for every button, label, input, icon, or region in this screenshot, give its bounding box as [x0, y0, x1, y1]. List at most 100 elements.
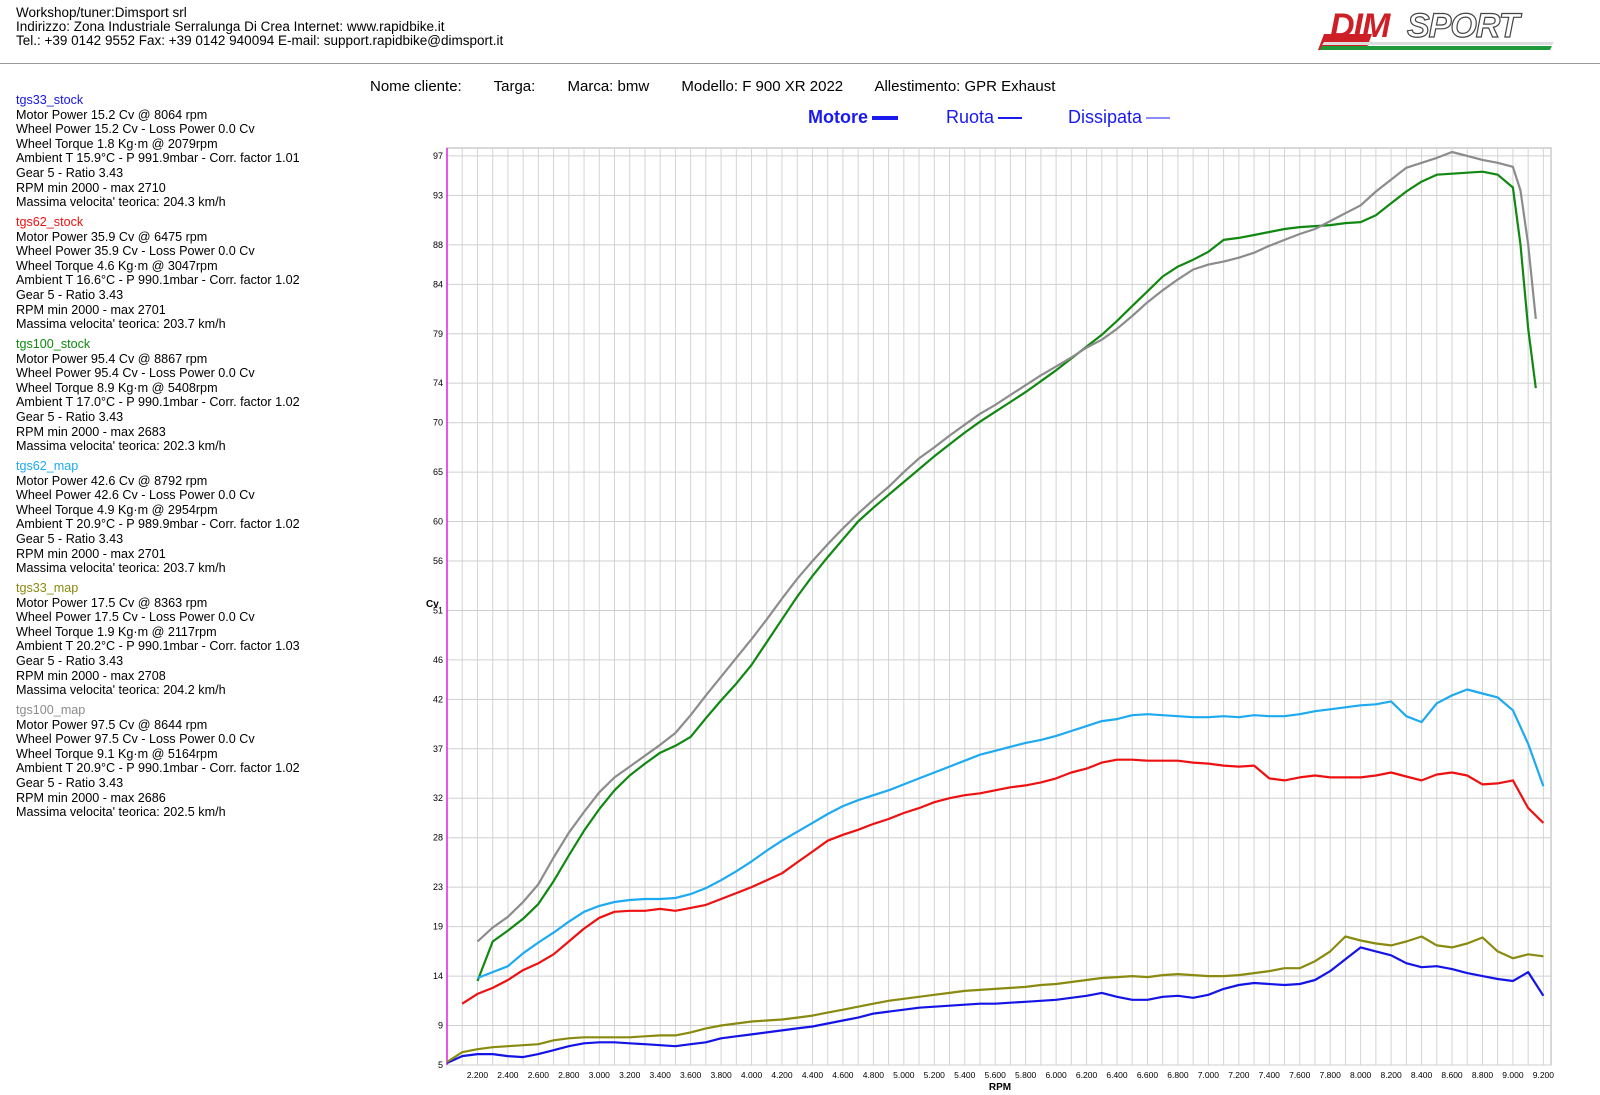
run-gear: Gear 5 - Ratio 3.43 — [16, 775, 124, 790]
x-tick-label: 4.200 — [771, 1070, 793, 1080]
y-tick-label: 32 — [433, 793, 443, 803]
y-tick-label: 19 — [433, 922, 443, 932]
run-rpm: RPM min 2000 - max 2683 — [16, 424, 166, 439]
chart-legend: Motore Ruota Dissipata — [0, 107, 1600, 131]
run-wheel-power: Wheel Power 97.5 Cv - Loss Power 0.0 Cv — [16, 732, 255, 747]
x-tick-label: 7.200 — [1228, 1070, 1250, 1080]
run-motor-power: Motor Power 95.4 Cv @ 8867 rpm — [16, 351, 208, 366]
workshop-name: Workshop/tuner:Dimsport srl — [16, 5, 187, 20]
x-tick-label: 7.600 — [1289, 1070, 1311, 1080]
series-line-tgs33_map — [446, 935, 1544, 1063]
x-tick-label: 6.400 — [1106, 1070, 1128, 1080]
setup: Allestimento: GPR Exhaust — [874, 78, 1056, 95]
y-tick-label: 79 — [433, 329, 443, 339]
run-ambient: Ambient T 16.6°C - P 990.1mbar - Corr. f… — [16, 273, 300, 288]
series-line-tgs62_stock — [461, 758, 1545, 1005]
run-tgs33-map: tgs33_map Motor Power 17.5 Cv @ 8363 rpm… — [16, 581, 376, 703]
model: Modello: F 900 XR 2022 — [681, 78, 844, 95]
chart-grid — [446, 147, 1552, 1066]
y-tick-label: 46 — [433, 655, 443, 665]
run-wheel-power: Wheel Power 95.4 Cv - Loss Power 0.0 Cv — [16, 366, 255, 381]
legend-dissipata-swatch — [1146, 117, 1171, 119]
x-tick-label: 4.000 — [741, 1070, 763, 1080]
brand: Marca: bmw — [567, 78, 650, 95]
y-tick-label: 74 — [433, 378, 443, 388]
run-tgs62-stock: tgs62_stock Motor Power 35.9 Cv @ 6475 r… — [16, 215, 376, 337]
run-rpm: RPM min 2000 - max 2701 — [16, 302, 166, 317]
x-tick-label: 6.200 — [1076, 1070, 1098, 1080]
run-ambient: Ambient T 20.9°C - P 990.1mbar - Corr. f… — [16, 761, 300, 776]
run-wheel-torque: Wheel Torque 4.9 Kg·m @ 2954rpm — [16, 502, 218, 517]
run-motor-power: Motor Power 15.2 Cv @ 8064 rpm — [16, 107, 208, 122]
run-motor-power: Motor Power 97.5 Cv @ 8644 rpm — [16, 717, 208, 732]
run-motor-power: Motor Power 35.9 Cv @ 6475 rpm — [16, 229, 208, 244]
run-tgs100-map: tgs100_map Motor Power 97.5 Cv @ 8644 rp… — [16, 703, 376, 825]
run-wheel-power: Wheel Power 17.5 Cv - Loss Power 0.0 Cv — [16, 610, 255, 625]
x-tick-label: 4.600 — [832, 1070, 854, 1080]
run-name: tgs33_stock — [16, 93, 84, 107]
legend-dissipata-label: Dissipata — [1068, 107, 1143, 127]
x-tick-label: 4.400 — [802, 1070, 824, 1080]
x-tick-label: 6.000 — [1045, 1070, 1067, 1080]
x-tick-label: 2.600 — [528, 1070, 550, 1080]
run-tgs62-map: tgs62_map Motor Power 42.6 Cv @ 8792 rpm… — [16, 459, 376, 581]
y-tick-label: 60 — [433, 517, 443, 527]
run-gear: Gear 5 - Ratio 3.43 — [16, 653, 124, 668]
series-line-tgs62_map — [477, 688, 1545, 980]
x-axis: 2.200 2.400 2.600 2.800 3.000 3.200 3.400 3.600… — [467, 1070, 1554, 1080]
legend-ruota: Ruota — [946, 107, 1023, 128]
y-tick-label: 51 — [433, 605, 443, 615]
x-tick-label: 5.600 — [985, 1070, 1007, 1080]
y-tick-label: 23 — [433, 882, 443, 892]
x-tick-label: 8.400 — [1411, 1070, 1433, 1080]
run-wheel-torque: Wheel Torque 4.6 Kg·m @ 3047rpm — [16, 258, 218, 273]
y-tick-label: 37 — [433, 744, 443, 754]
x-tick-label: 9.000 — [1502, 1070, 1524, 1080]
y-tick-label: 56 — [433, 556, 443, 566]
x-tick-label: 3.000 — [589, 1070, 611, 1080]
run-name: tgs62_map — [16, 459, 79, 473]
run-vmax: Massima velocita' teorica: 203.7 km/h — [16, 317, 226, 332]
x-tick-label: 6.800 — [1167, 1070, 1189, 1080]
client-name: Nome cliente: — [370, 78, 462, 95]
plot-area — [446, 147, 1552, 1066]
workshop-contacts: Tel.: +39 0142 9552 Fax: +39 0142 940094… — [16, 33, 504, 48]
x-tick-label: 3.400 — [650, 1070, 672, 1080]
y-axis: 5 9 14 19 23 28 32 37 42 46 51 56 60 65 70 74 79 84 88 93 97 — [433, 151, 443, 1070]
run-wheel-torque: Wheel Torque 1.8 Kg·m @ 2079rpm — [16, 136, 218, 151]
x-tick-label: 8.800 — [1472, 1070, 1494, 1080]
run-gear: Gear 5 - Ratio 3.43 — [16, 409, 124, 424]
x-tick-label: 7.000 — [1198, 1070, 1220, 1080]
series-line-tgs100_stock — [476, 170, 1537, 982]
run-wheel-power: Wheel Power 15.2 Cv - Loss Power 0.0 Cv — [16, 122, 255, 137]
run-gear: Gear 5 - Ratio 3.43 — [16, 531, 124, 546]
legend-motore-label: Motore — [808, 107, 868, 127]
run-wheel-power: Wheel Power 35.9 Cv - Loss Power 0.0 Cv — [16, 244, 255, 259]
x-tick-label: 5.200 — [924, 1070, 946, 1080]
y-tick-label: 70 — [433, 418, 443, 428]
run-list: tgs33_stock Motor Power 15.2 Cv @ 8064 r… — [16, 93, 376, 825]
legend-motore-swatch — [872, 116, 898, 121]
run-vmax: Massima velocita' teorica: 202.3 km/h — [16, 439, 226, 454]
y-tick-label: 97 — [433, 151, 443, 161]
y-axis-label: Cv — [426, 599, 439, 610]
svg-text:SPORT: SPORT — [1407, 7, 1523, 45]
run-wheel-torque: Wheel Torque 1.9 Kg·m @ 2117rpm — [16, 624, 217, 639]
run-vmax: Massima velocita' teorica: 203.7 km/h — [16, 561, 226, 576]
x-tick-label: 5.000 — [893, 1070, 915, 1080]
workshop-address: Indirizzo: Zona Industriale Serralunga D… — [16, 19, 445, 34]
x-tick-label: 8.000 — [1350, 1070, 1372, 1080]
x-tick-label: 5.800 — [1015, 1070, 1037, 1080]
x-tick-label: 8.200 — [1380, 1070, 1402, 1080]
run-motor-power: Motor Power 42.6 Cv @ 8792 rpm — [16, 473, 208, 488]
dimsport-logo: DIM SPORT — [1318, 6, 1562, 50]
legend-ruota-swatch — [998, 117, 1023, 120]
x-tick-label: 6.600 — [1137, 1070, 1159, 1080]
run-tgs33-stock: tgs33_stock Motor Power 15.2 Cv @ 8064 r… — [16, 93, 376, 215]
x-tick-label: 8.600 — [1441, 1070, 1463, 1080]
x-tick-label: 2.800 — [558, 1070, 580, 1080]
run-vmax: Massima velocita' teorica: 204.3 km/h — [16, 195, 226, 210]
run-rpm: RPM min 2000 - max 2686 — [16, 790, 166, 805]
y-tick-label: 9 — [438, 1020, 443, 1030]
